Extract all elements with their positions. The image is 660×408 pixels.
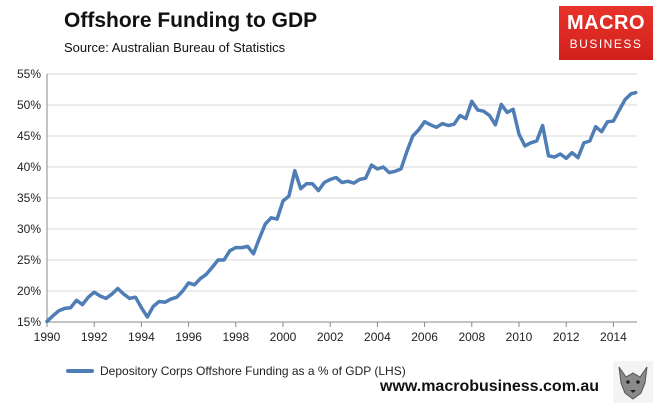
series-line <box>45 90 638 324</box>
tick-labels: 15% 20% 25% 30% 35% 40% 45% 50% 55% 1990 1992 1994 1… <box>17 67 627 344</box>
legend: Depository Corps Offshore Funding as a %… <box>66 364 406 378</box>
x-tick-label: 2000 <box>270 330 297 344</box>
x-tick-label: 2004 <box>364 330 391 344</box>
x-tick-label: 1998 <box>222 330 249 344</box>
logo-text-bottom: BUSINESS <box>569 37 643 51</box>
x-tick-label: 1992 <box>81 330 108 344</box>
y-tick-label: 30% <box>17 222 41 236</box>
x-tick-label: 2010 <box>506 330 533 344</box>
x-tick-label: 2002 <box>317 330 344 344</box>
x-tick-label: 2014 <box>600 330 627 344</box>
y-tick-label: 35% <box>17 191 41 205</box>
y-tick-label: 45% <box>17 129 41 143</box>
y-tick-label: 55% <box>17 67 41 81</box>
y-tick-label: 40% <box>17 160 41 174</box>
y-tick-label: 25% <box>17 253 41 267</box>
legend-label: Depository Corps Offshore Funding as a %… <box>100 364 406 378</box>
y-tick-label: 20% <box>17 284 41 298</box>
grid-lines <box>47 73 637 292</box>
x-tick-label: 1996 <box>175 330 202 344</box>
macrobusiness-logo: MACRO BUSINESS <box>559 6 653 60</box>
source-label: Source: Australian Bureau of Statistics <box>64 40 286 55</box>
series-layer <box>45 90 638 324</box>
x-tick-label: 2012 <box>553 330 580 344</box>
y-tick-label: 15% <box>17 315 41 329</box>
axes <box>46 74 637 327</box>
y-tick-label: 50% <box>17 98 41 112</box>
chart-title: Offshore Funding to GDP <box>64 9 318 32</box>
x-tick-label: 2006 <box>411 330 438 344</box>
x-tick-label: 2008 <box>458 330 485 344</box>
website-url: www.macrobusiness.com.au <box>380 378 600 395</box>
logo-text-top: MACRO <box>566 12 646 34</box>
wolf-logo-icon <box>613 361 653 403</box>
x-tick-label: 1994 <box>128 330 155 344</box>
legend-swatch <box>66 369 94 373</box>
x-tick-label: 1990 <box>34 330 61 344</box>
